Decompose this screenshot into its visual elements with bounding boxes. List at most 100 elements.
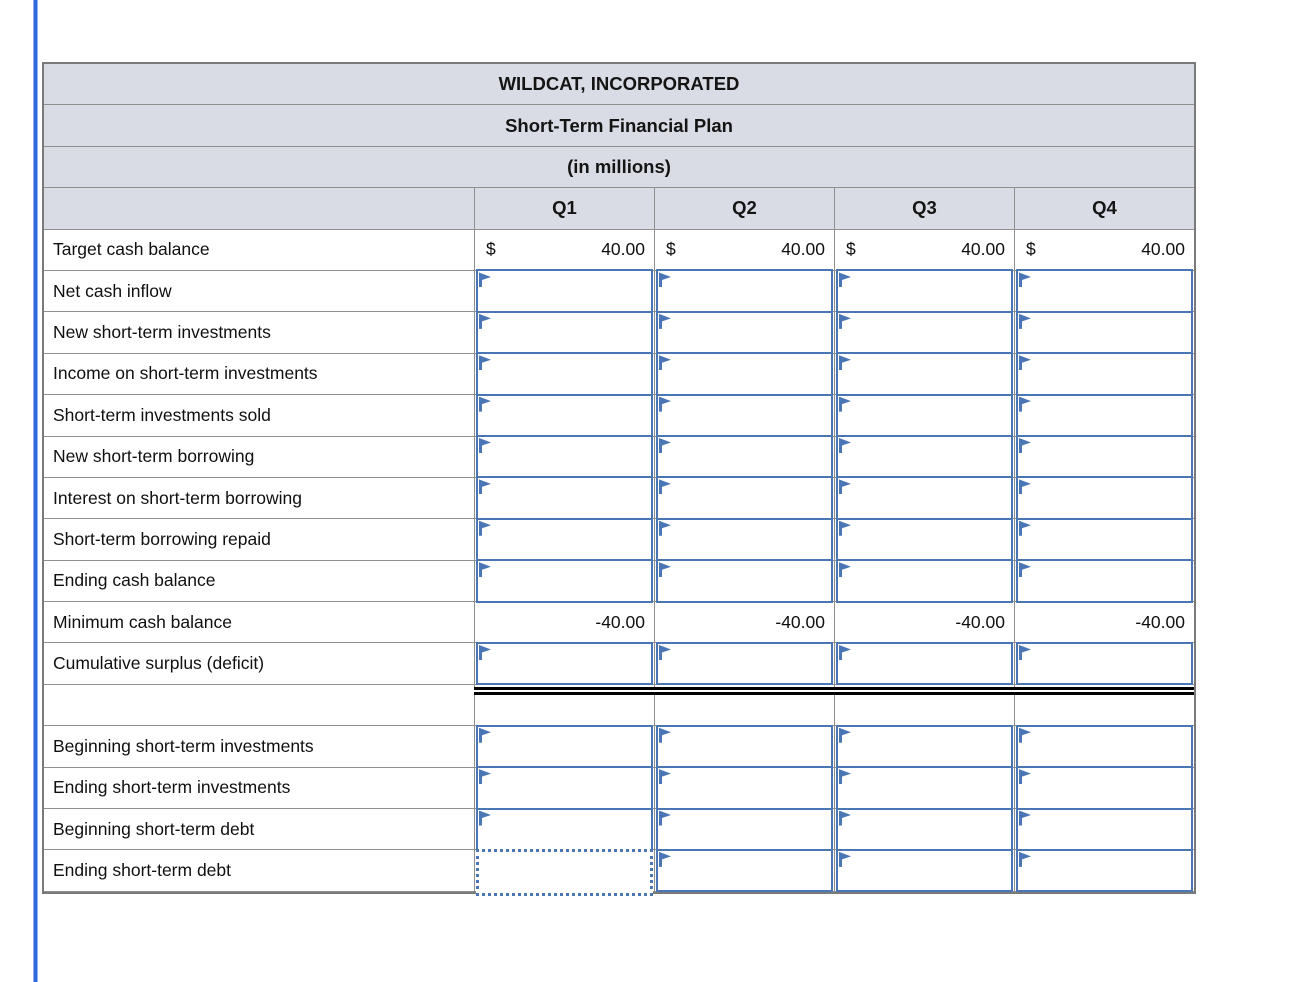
cell-q4 [1014, 641, 1194, 686]
input-cell[interactable] [1016, 848, 1193, 893]
cell-q1 [474, 517, 654, 562]
cell-q4 [1014, 269, 1194, 313]
input-flag-icon [1019, 644, 1031, 660]
cell-q3 [834, 766, 1014, 810]
input-cell[interactable] [656, 559, 833, 603]
row-label: Short-term investments sold [44, 395, 474, 437]
row-label: Cumulative surplus (deficit) [44, 643, 474, 685]
cell-q4 [1014, 476, 1194, 520]
input-cell[interactable] [836, 269, 1013, 313]
input-cell[interactable] [1016, 766, 1193, 810]
input-flag-icon [479, 479, 491, 495]
input-cell[interactable] [836, 393, 1013, 438]
input-cell[interactable] [1016, 641, 1193, 686]
currency-symbol: $ [846, 239, 856, 260]
input-cell[interactable] [836, 724, 1013, 769]
input-flag-icon [479, 769, 491, 785]
input-cell[interactable] [836, 435, 1013, 479]
input-flag-icon [1019, 727, 1031, 743]
column-header-q3: Q3 [834, 188, 1014, 230]
input-cell[interactable] [656, 310, 833, 355]
input-cell[interactable] [836, 641, 1013, 686]
cell-q2 [654, 393, 834, 438]
input-flag-icon [659, 562, 671, 578]
row-label: Ending short-term investments [44, 768, 474, 810]
input-cell[interactable] [656, 393, 833, 438]
input-cell[interactable] [1016, 517, 1193, 562]
input-cell[interactable] [476, 310, 653, 355]
input-cell[interactable] [1016, 352, 1193, 396]
input-cell[interactable] [476, 393, 653, 438]
table-row: Cumulative surplus (deficit) [44, 641, 1194, 686]
row-label: Short-term borrowing repaid [44, 519, 474, 561]
input-cell[interactable] [476, 766, 653, 810]
cell-q3 [834, 848, 1014, 893]
input-cell[interactable] [836, 766, 1013, 810]
input-cell[interactable] [476, 269, 653, 313]
input-cell[interactable] [836, 352, 1013, 396]
cell-q4 [1014, 517, 1194, 562]
input-cell[interactable] [476, 352, 653, 396]
input-cell[interactable] [656, 476, 833, 520]
selected-input-cell[interactable] [476, 849, 653, 896]
input-cell[interactable] [1016, 724, 1193, 769]
input-cell[interactable] [836, 807, 1013, 851]
input-cell[interactable] [656, 352, 833, 396]
cell-q2 [654, 269, 834, 313]
input-cell[interactable] [836, 517, 1013, 562]
input-flag-icon [1019, 272, 1031, 288]
cell-q1 [474, 766, 654, 810]
input-cell[interactable] [656, 517, 833, 562]
input-cell[interactable] [836, 310, 1013, 355]
input-cell[interactable] [1016, 269, 1193, 313]
table-row: Target cash balance $40.00 $40.00 $40.00 $40… [44, 229, 1194, 271]
input-cell[interactable] [656, 848, 833, 893]
cell-q4 [1014, 807, 1194, 851]
row-label: Net cash inflow [44, 271, 474, 313]
input-cell[interactable] [476, 476, 653, 520]
cell-q4 [1014, 766, 1194, 810]
cell-value: -40.00 [595, 611, 645, 632]
input-flag-icon [1019, 851, 1031, 867]
input-cell[interactable] [1016, 393, 1193, 438]
cell-q2: -40.00 [654, 602, 834, 644]
input-cell[interactable] [476, 724, 653, 769]
cell-q2 [654, 766, 834, 810]
row-label: Beginning short-term investments [44, 726, 474, 768]
input-flag-icon [659, 313, 671, 329]
input-cell[interactable] [1016, 435, 1193, 479]
input-cell[interactable] [656, 435, 833, 479]
input-cell[interactable] [836, 476, 1013, 520]
input-cell[interactable] [476, 641, 653, 686]
input-cell[interactable] [476, 559, 653, 603]
input-cell[interactable] [476, 517, 653, 562]
cell-q4 [1014, 848, 1194, 893]
input-cell[interactable] [656, 766, 833, 810]
input-cell[interactable] [656, 641, 833, 686]
cell-q4 [1014, 559, 1194, 603]
input-cell[interactable] [656, 807, 833, 851]
input-cell[interactable] [1016, 559, 1193, 603]
double-underline [474, 686, 1194, 695]
input-flag-icon [659, 769, 671, 785]
input-flag-icon [1019, 355, 1031, 371]
input-cell[interactable] [1016, 476, 1193, 520]
input-cell[interactable] [1016, 310, 1193, 355]
cell-q1 [474, 641, 654, 686]
input-cell[interactable] [656, 269, 833, 313]
input-cell[interactable] [1016, 807, 1193, 851]
input-flag-icon [1019, 313, 1031, 329]
input-flag-icon [659, 396, 671, 412]
input-flag-icon [839, 769, 851, 785]
input-cell[interactable] [476, 807, 653, 851]
cell-q3 [834, 393, 1014, 438]
input-cell[interactable] [836, 848, 1013, 893]
cell-q1 [474, 310, 654, 355]
input-cell[interactable] [836, 559, 1013, 603]
input-cell[interactable] [476, 435, 653, 479]
input-cell[interactable] [656, 724, 833, 769]
cell-value: 40.00 [781, 239, 825, 260]
input-flag-icon [839, 272, 851, 288]
pane-divider-line [33, 0, 38, 982]
